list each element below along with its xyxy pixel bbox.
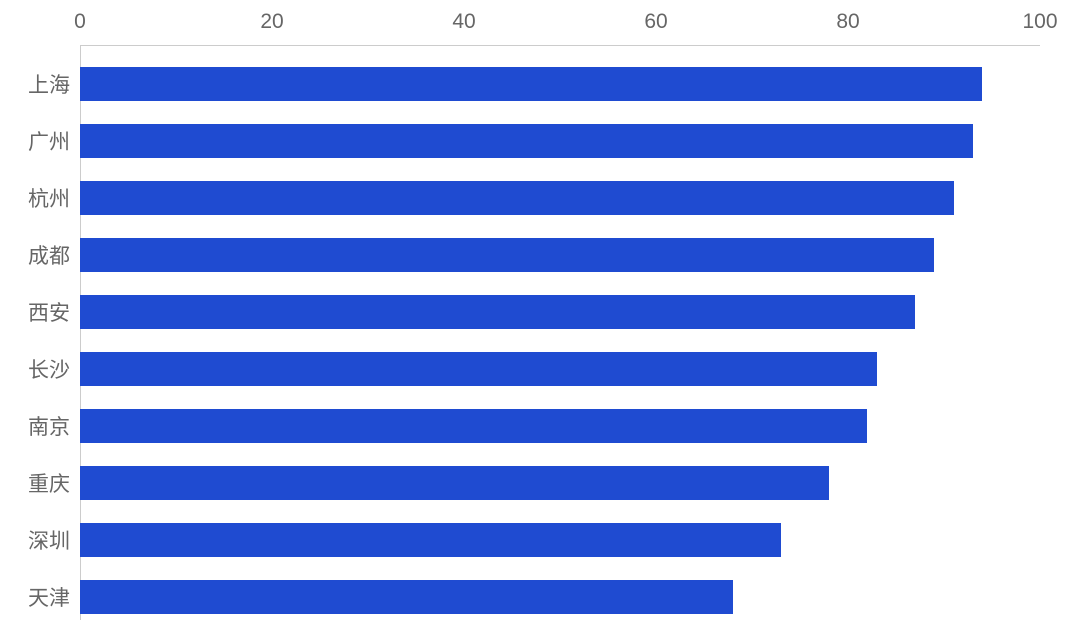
- bar: [80, 352, 877, 386]
- y-axis-label: 上海: [0, 69, 70, 99]
- y-axis-label: 重庆: [0, 468, 70, 498]
- y-axis-label: 广州: [0, 126, 70, 156]
- x-tick-label: 0: [74, 10, 86, 34]
- bars-area: 上海广州杭州成都西安长沙南京重庆深圳天津: [0, 55, 1080, 625]
- bar: [80, 124, 973, 158]
- chart-container: 0 20 40 60 80 100 上海广州杭州成都西安长沙南京重庆深圳天津: [0, 0, 1080, 631]
- bar-row: 南京: [0, 397, 1080, 454]
- x-tick-label: 80: [836, 10, 859, 34]
- y-axis-label: 长沙: [0, 354, 70, 384]
- bar: [80, 466, 829, 500]
- bar-row: 成都: [0, 226, 1080, 283]
- bar-row: 深圳: [0, 511, 1080, 568]
- bar-row: 重庆: [0, 454, 1080, 511]
- x-tick-label: 20: [260, 10, 283, 34]
- x-tick-label: 60: [644, 10, 667, 34]
- bar: [80, 181, 954, 215]
- bar-row: 广州: [0, 112, 1080, 169]
- y-axis-label: 南京: [0, 411, 70, 441]
- bar: [80, 409, 867, 443]
- bar-row: 上海: [0, 55, 1080, 112]
- x-axis-line: [80, 45, 1040, 46]
- y-axis-label: 西安: [0, 297, 70, 327]
- bar-row: 天津: [0, 568, 1080, 625]
- y-axis-label: 杭州: [0, 183, 70, 213]
- bar: [80, 238, 934, 272]
- y-axis-label: 天津: [0, 582, 70, 612]
- x-tick-label: 40: [452, 10, 475, 34]
- y-axis-label: 深圳: [0, 525, 70, 555]
- bar: [80, 580, 733, 614]
- bar-row: 长沙: [0, 340, 1080, 397]
- bar: [80, 67, 982, 101]
- bar: [80, 295, 915, 329]
- bar-row: 杭州: [0, 169, 1080, 226]
- bar-row: 西安: [0, 283, 1080, 340]
- x-tick-label: 100: [1022, 10, 1057, 34]
- bar: [80, 523, 781, 557]
- y-axis-label: 成都: [0, 240, 70, 270]
- x-axis: 020406080100: [80, 0, 1040, 45]
